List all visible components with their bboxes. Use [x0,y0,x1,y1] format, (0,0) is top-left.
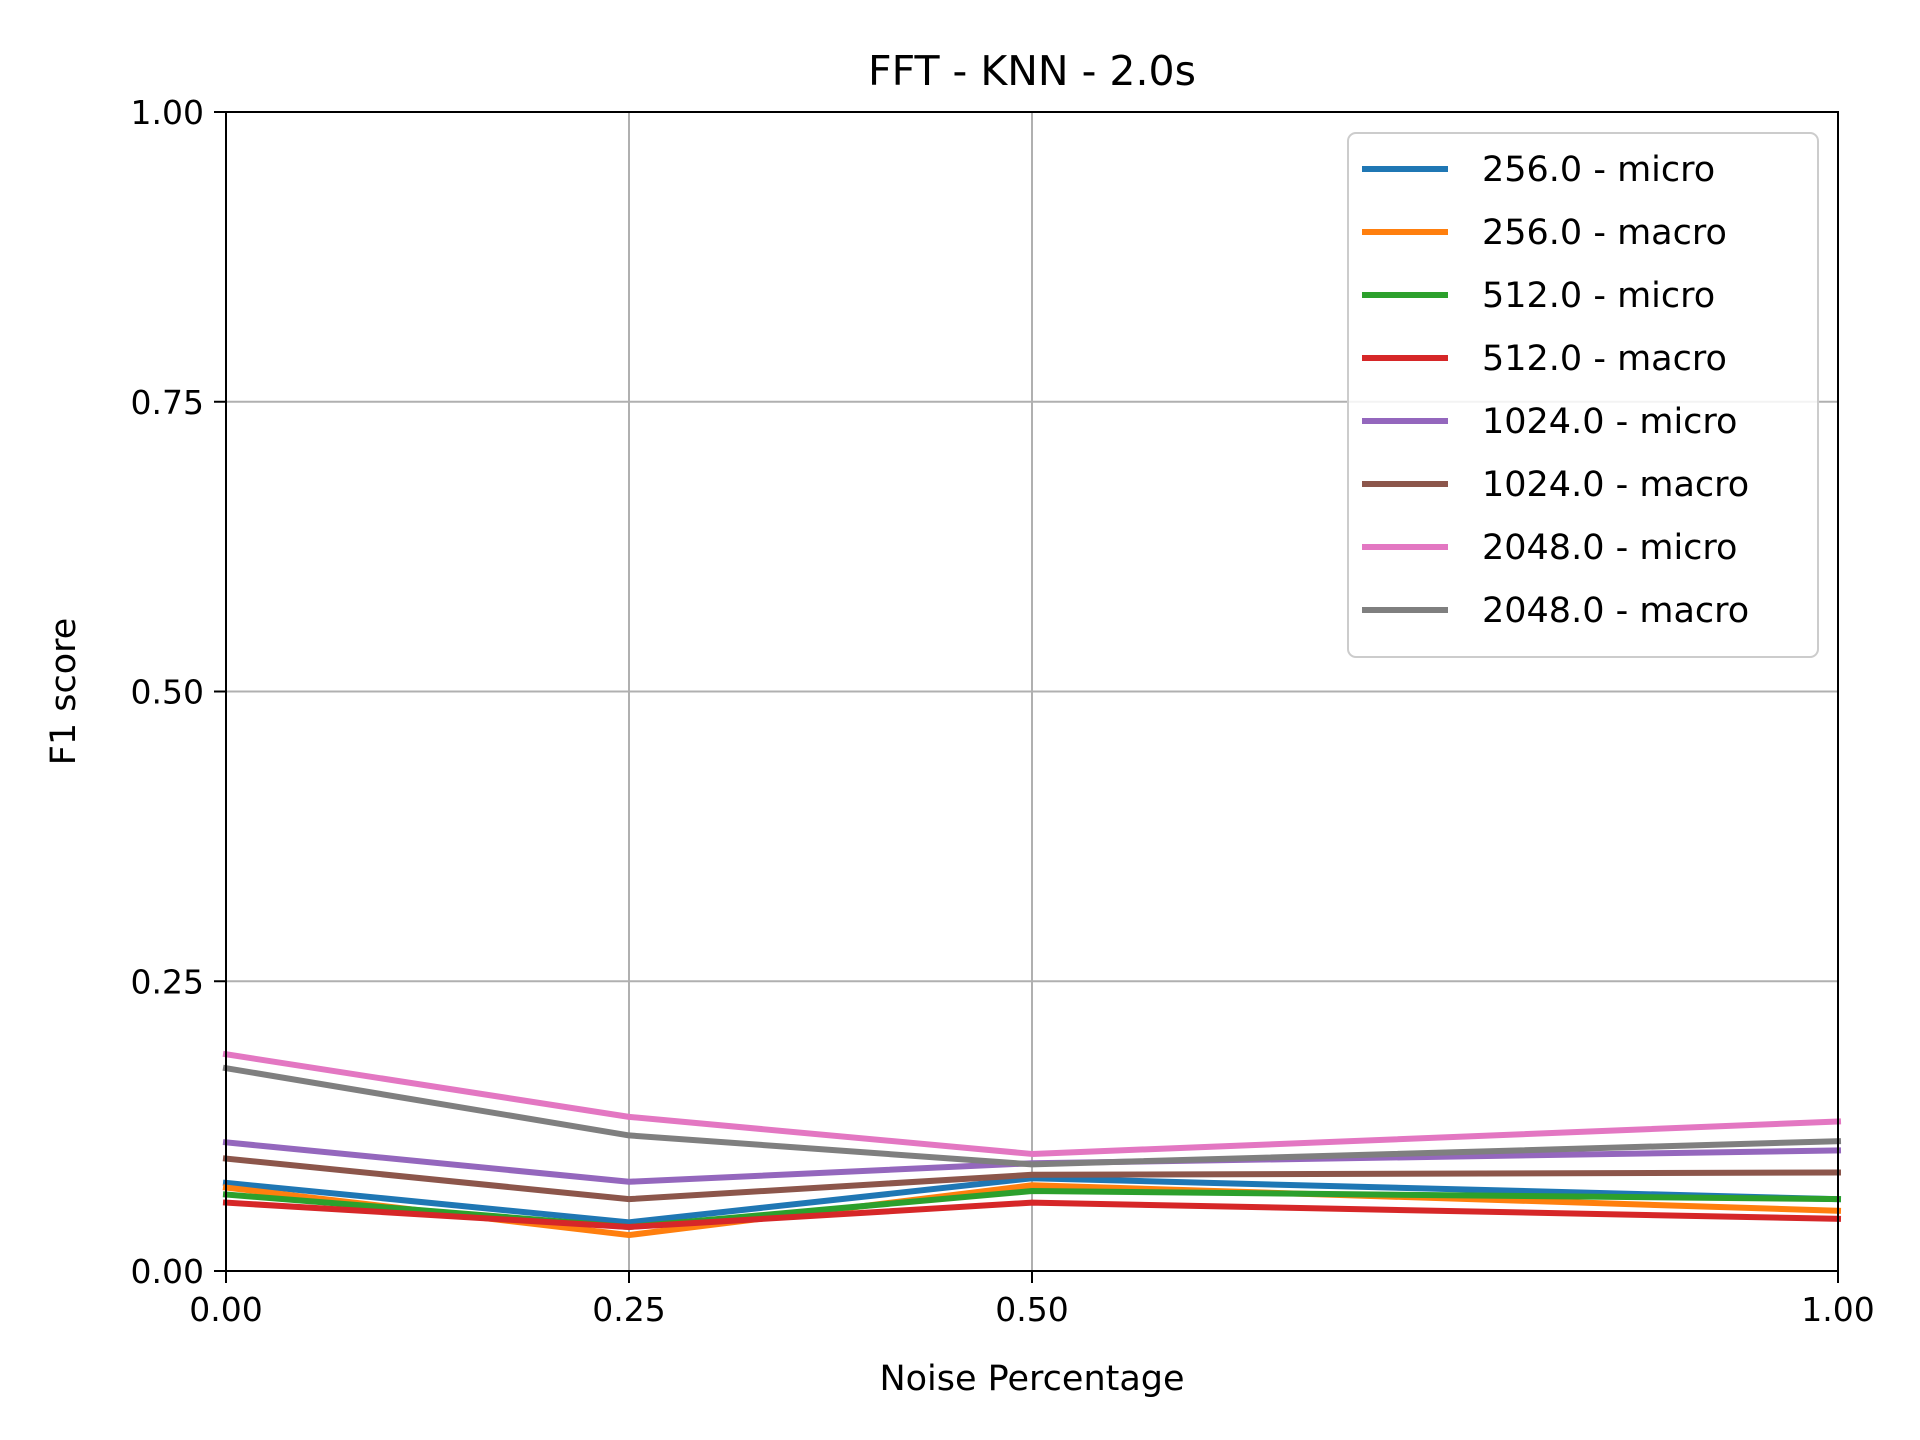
y-tick-label: 1.00 [131,93,204,132]
x-tick-label: 0.00 [189,1290,262,1329]
y-tick-label: 0.00 [131,1252,204,1291]
legend-label: 256.0 - macro [1482,213,1727,253]
series-line [222,1050,1842,1157]
y-tick-label: 0.25 [131,962,204,1001]
x-tick-label: 0.25 [592,1290,665,1329]
legend-label: 2048.0 - macro [1482,591,1749,631]
x-axis-label: Noise Percentage [879,1359,1184,1399]
series-line [222,1139,1842,1185]
series-line [222,1188,1842,1230]
legend-label: 2048.0 - micro [1482,528,1737,568]
y-axis-label: F1 score [44,618,84,766]
y-tick-label: 0.75 [131,383,204,422]
legend-label: 512.0 - micro [1482,276,1715,316]
chart-title: FFT - KNN - 2.0s [868,47,1196,95]
legend-label: 1024.0 - micro [1482,402,1737,442]
y-tick-label: 0.50 [131,673,204,712]
y-axis-ticks: 0.00 0.25 0.50 0.75 1.00 [131,93,226,1291]
legend-label: 1024.0 - macro [1482,465,1749,505]
x-tick-label: 0.50 [995,1290,1068,1329]
series-line [222,1175,1842,1226]
x-tick-label: 1.00 [1801,1290,1874,1329]
legend: 256.0 - micro 256.0 - macro 512.0 - micro 5… [1347,132,1819,658]
series-line [222,1199,1842,1230]
series-line [222,1155,1842,1203]
x-axis-ticks: 0.00 0.25 0.50 1.00 [189,1271,1875,1329]
legend-label: 256.0 - micro [1482,150,1715,190]
legend-box [1347,132,1819,658]
legend-label: 512.0 - macro [1482,339,1727,379]
series-line [222,1064,1842,1168]
series-lines [222,1050,1842,1239]
